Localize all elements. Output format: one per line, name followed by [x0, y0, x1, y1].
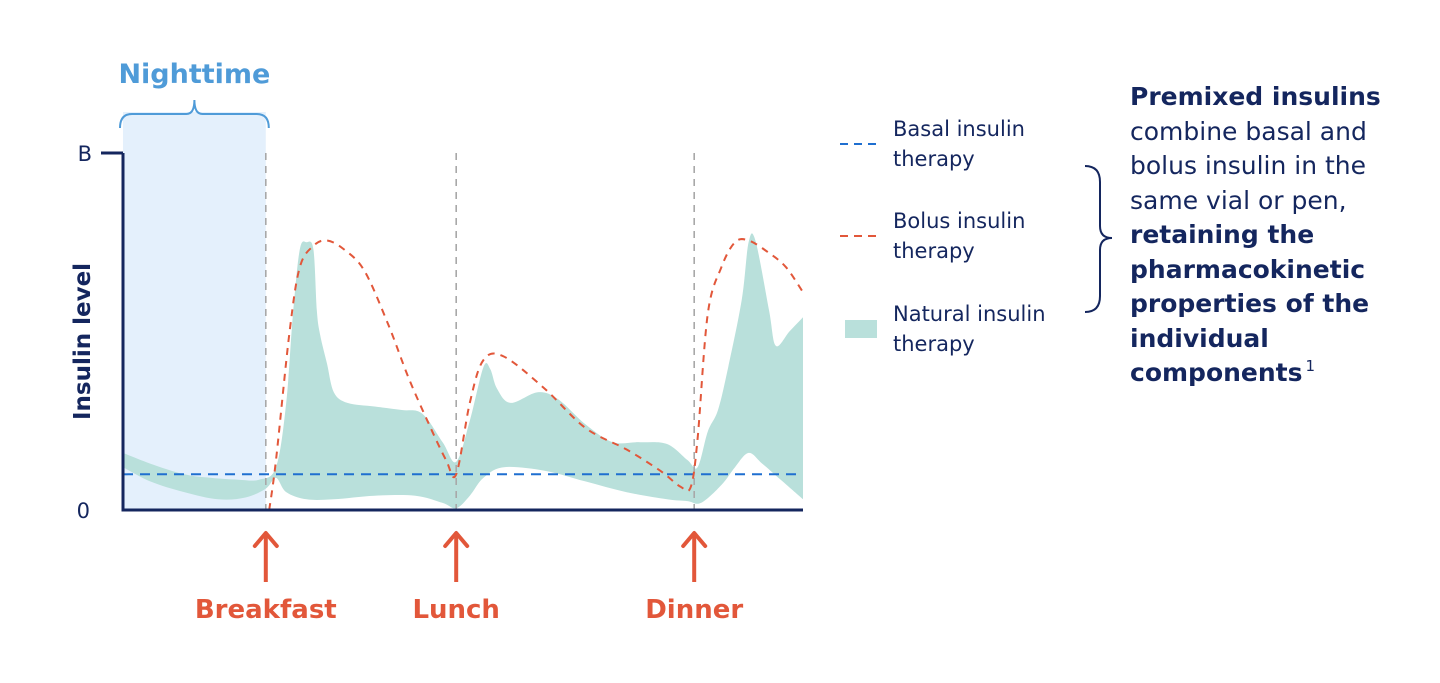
y-tick-label-top: B [78, 142, 92, 166]
legend-label-bolus-line1: Bolus insulin [893, 209, 1025, 233]
meal-label-lunch: Lunch [412, 595, 500, 625]
callout-footnote-ref: 1 [1305, 357, 1316, 375]
meal-arrow-head-dinner [681, 531, 708, 548]
nighttime-region [123, 112, 266, 510]
premixed-insulin-callout: Premixed insulins combine basal and bolu… [1130, 80, 1430, 391]
legend-label-basal-line1: Basal insulin [893, 117, 1025, 141]
bolus-insulin-line [268, 238, 804, 511]
callout-bold-emphasis: retaining the pharmacokinetic properties… [1130, 220, 1370, 387]
legend-label-basal-line2: therapy [893, 147, 975, 171]
nighttime-brace [119, 99, 270, 129]
meal-arrow-head-breakfast [252, 531, 279, 548]
meal-label-breakfast: Breakfast [195, 595, 337, 625]
meal-label-dinner: Dinner [645, 595, 743, 625]
legend-brace [1084, 165, 1113, 313]
callout-bold-heading: Premixed insulins [1130, 82, 1381, 111]
callout-description: combine basal and bolus insulin in the s… [1130, 116, 1367, 215]
y-tick-label-bottom: 0 [77, 499, 90, 523]
y-axis-label: Insulin level [70, 263, 96, 420]
meal-arrow-head-lunch [443, 531, 470, 548]
legend-swatch-natural [845, 320, 877, 338]
legend-label-natural-line2: therapy [893, 332, 975, 356]
legend-label-bolus-line2: therapy [893, 239, 975, 263]
natural-insulin-band [123, 233, 803, 509]
legend-label-natural-line1: Natural insulin [893, 302, 1046, 326]
nighttime-label: Nighttime [118, 59, 270, 90]
